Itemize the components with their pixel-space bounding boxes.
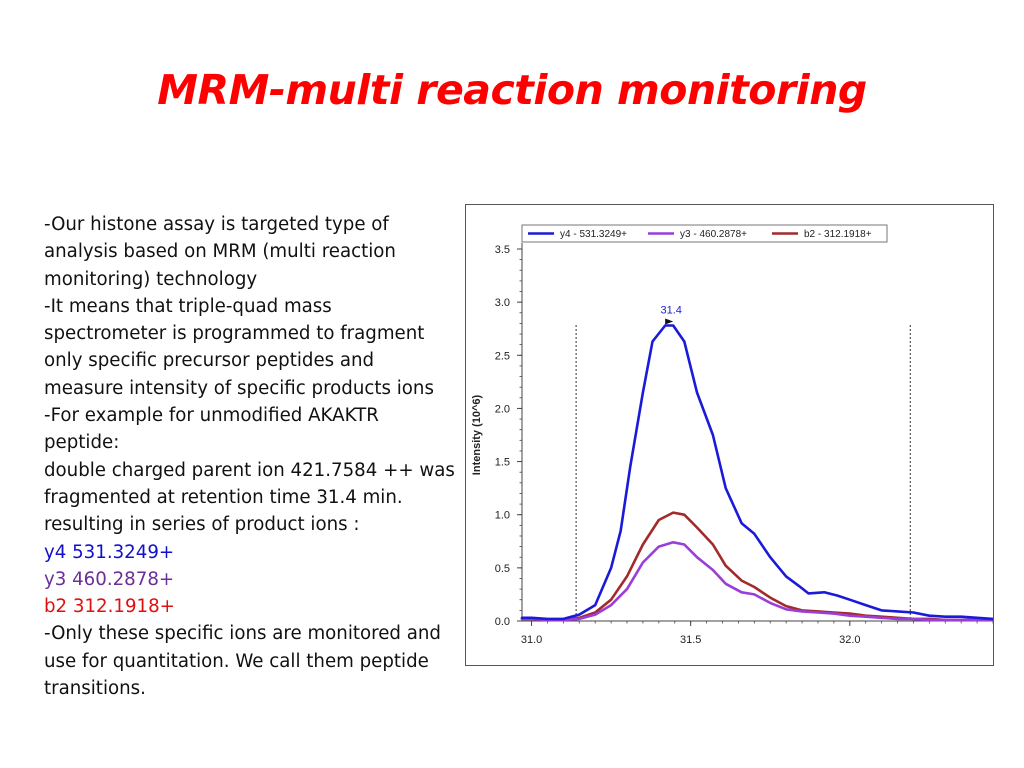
legend-label: y4 - 531.3249+: [560, 229, 627, 240]
x-tick-label: 31.0: [521, 634, 542, 646]
peak-marker-arrow: [665, 318, 674, 325]
legend: y4 - 531.3249+ y3 - 460.2878+ b2 - 312.191…: [521, 224, 888, 243]
body-line: -For example for unmodified AKAKTR: [44, 405, 379, 427]
series-line: [520, 540, 993, 622]
y-tick-label: 1.0: [495, 510, 510, 522]
x-tick-label: 32.0: [839, 634, 860, 646]
body-line: y3 460.2878+: [44, 568, 175, 590]
y-tick-label: 0.5: [495, 563, 510, 575]
body-line: spectrometer is programmed to fragment: [44, 323, 425, 345]
body-line: double charged parent ion 421.7584 ++ wa…: [44, 459, 455, 481]
legend-label: y3 - 460.2878+: [680, 229, 747, 240]
body-line: b2 312.1918+: [44, 596, 175, 618]
y-tick-label: 0.0: [495, 616, 510, 628]
body-line: -Our histone assay is targeted type of: [44, 214, 389, 235]
legend-label: b2 - 312.1918+: [804, 229, 872, 240]
body-line: analysis based on MRM (multi reaction: [44, 241, 396, 263]
body-line: resulting in series of product ions :: [44, 514, 360, 536]
y-tick-label: 2.0: [495, 403, 510, 415]
body-line: transitions.: [44, 678, 146, 700]
body-text: -Our histone assay is targeted type of an…: [44, 211, 464, 702]
chromatogram-chart: 0.0 0.5 1.0 1.5 2.0 2.5 3.0 3.5 31.0 31.5 32.0 Inte…: [465, 204, 994, 666]
y-tick-label: 3.0: [495, 297, 510, 309]
body-line: monitoring) technology: [44, 268, 258, 290]
y-axis-label: Intensity (10^6): [471, 394, 483, 475]
body-line: peptide:: [44, 432, 120, 454]
y-tick-label: 1.5: [495, 457, 510, 469]
y-tick-label: 3.5: [495, 244, 510, 256]
series-line: [520, 511, 993, 622]
series-line: [520, 324, 993, 621]
body-line: only specific precursor peptides and: [44, 350, 375, 372]
body-line: fragmented at retention time 31.4 min.: [44, 486, 403, 508]
y-tick-label: 2.5: [495, 350, 510, 362]
body-line: -It means that triple-quad mass: [44, 295, 332, 317]
body-line: measure intensity of specific products i…: [44, 377, 434, 399]
body-line: y4 531.3249+: [44, 541, 175, 563]
peak-label: 31.4: [660, 305, 681, 317]
chart-svg: 0.0 0.5 1.0 1.5 2.0 2.5 3.0 3.5 31.0 31.5 32.0 Inte…: [471, 224, 993, 646]
body-line: -Only these specific ions are monitored …: [44, 623, 441, 645]
legend-box: [521, 224, 888, 243]
body-line: use for quantitation. We call them pepti…: [44, 650, 429, 672]
slide-title: MRM-multi reaction monitoring: [157, 66, 867, 114]
x-tick-label: 31.5: [680, 634, 701, 646]
